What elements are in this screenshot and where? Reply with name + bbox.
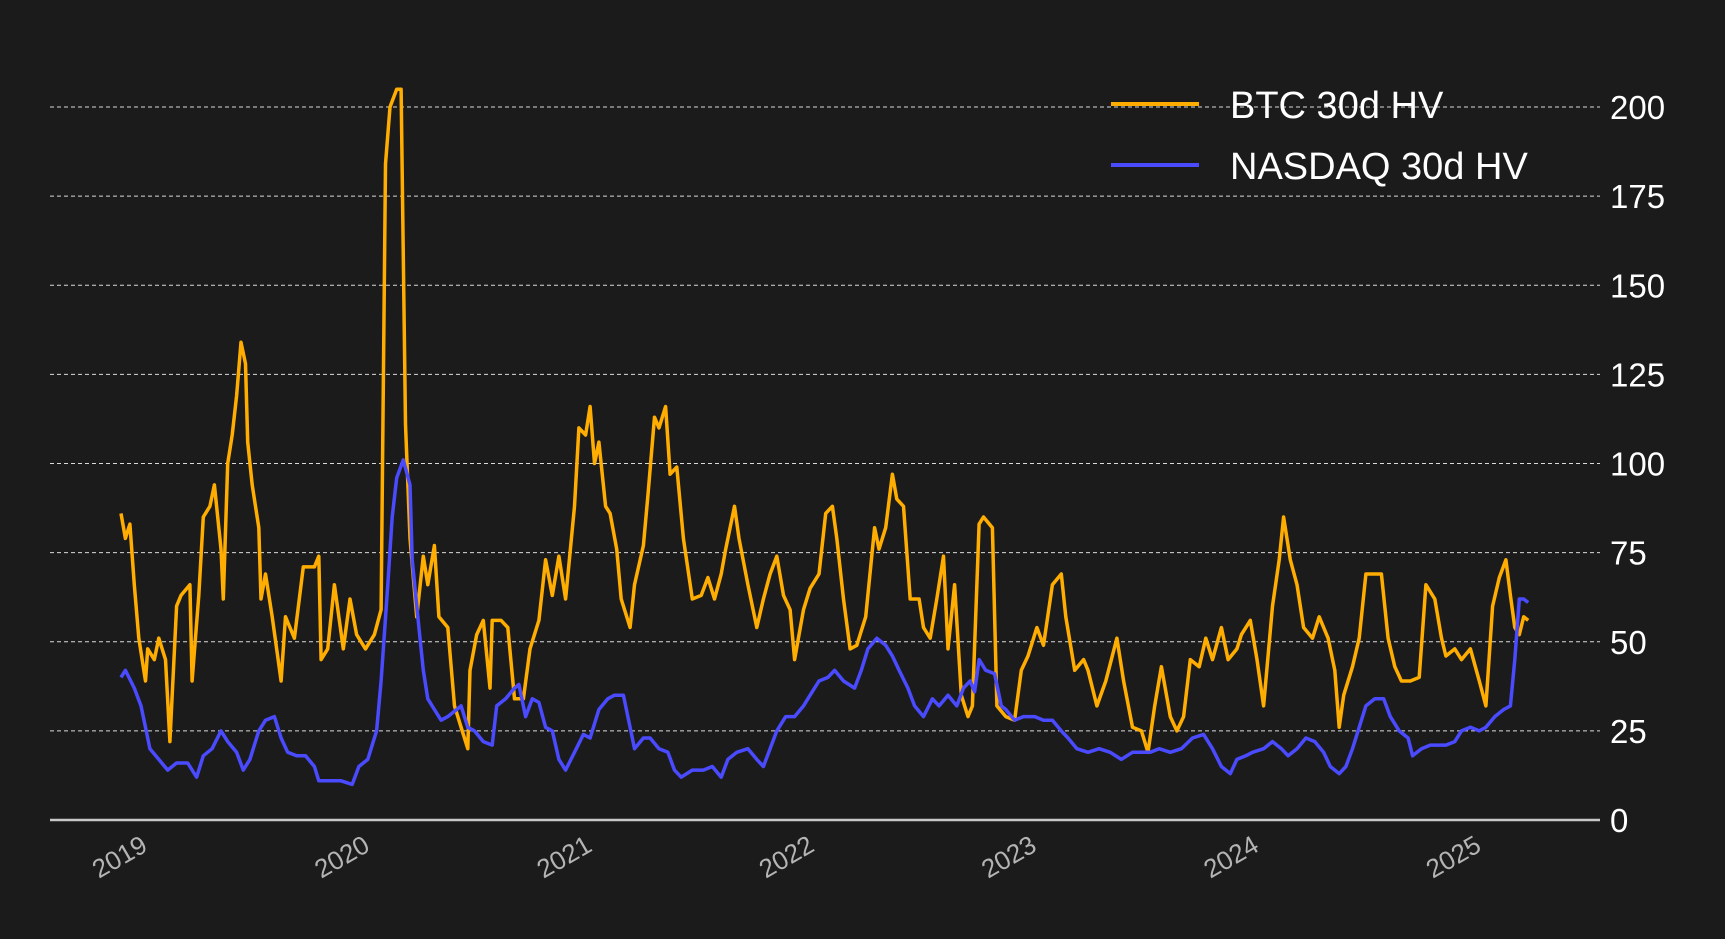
legend-item-nasdaq: NASDAQ 30d HV — [1111, 146, 1528, 188]
y-tick-label: 175 — [1610, 178, 1665, 215]
legend-label-btc: BTC 30d HV — [1230, 85, 1444, 127]
gridlines — [50, 106, 1600, 732]
legend-item-btc: BTC 30d HV — [1111, 85, 1444, 127]
legend: BTC 30d HV NASDAQ 30d HV — [1111, 85, 1528, 188]
y-tick-label: 75 — [1610, 535, 1647, 572]
y-tick-label: 0 — [1610, 802, 1628, 839]
y-tick-label: 50 — [1610, 624, 1647, 661]
series-lines — [119, 87, 1530, 787]
y-tick-label: 125 — [1610, 356, 1665, 393]
y-tick-label: 200 — [1610, 89, 1665, 126]
y-tick-label: 100 — [1610, 446, 1665, 483]
y-axis-ticks: 0 25 50 75 100 125 150 175 200 — [1610, 89, 1665, 839]
y-tick-label: 25 — [1610, 713, 1647, 750]
y-tick-label: 150 — [1610, 267, 1665, 304]
btc-hv-line — [119, 87, 1530, 755]
nasdaq-hv-line — [119, 458, 1530, 787]
legend-label-nasdaq: NASDAQ 30d HV — [1230, 146, 1528, 188]
